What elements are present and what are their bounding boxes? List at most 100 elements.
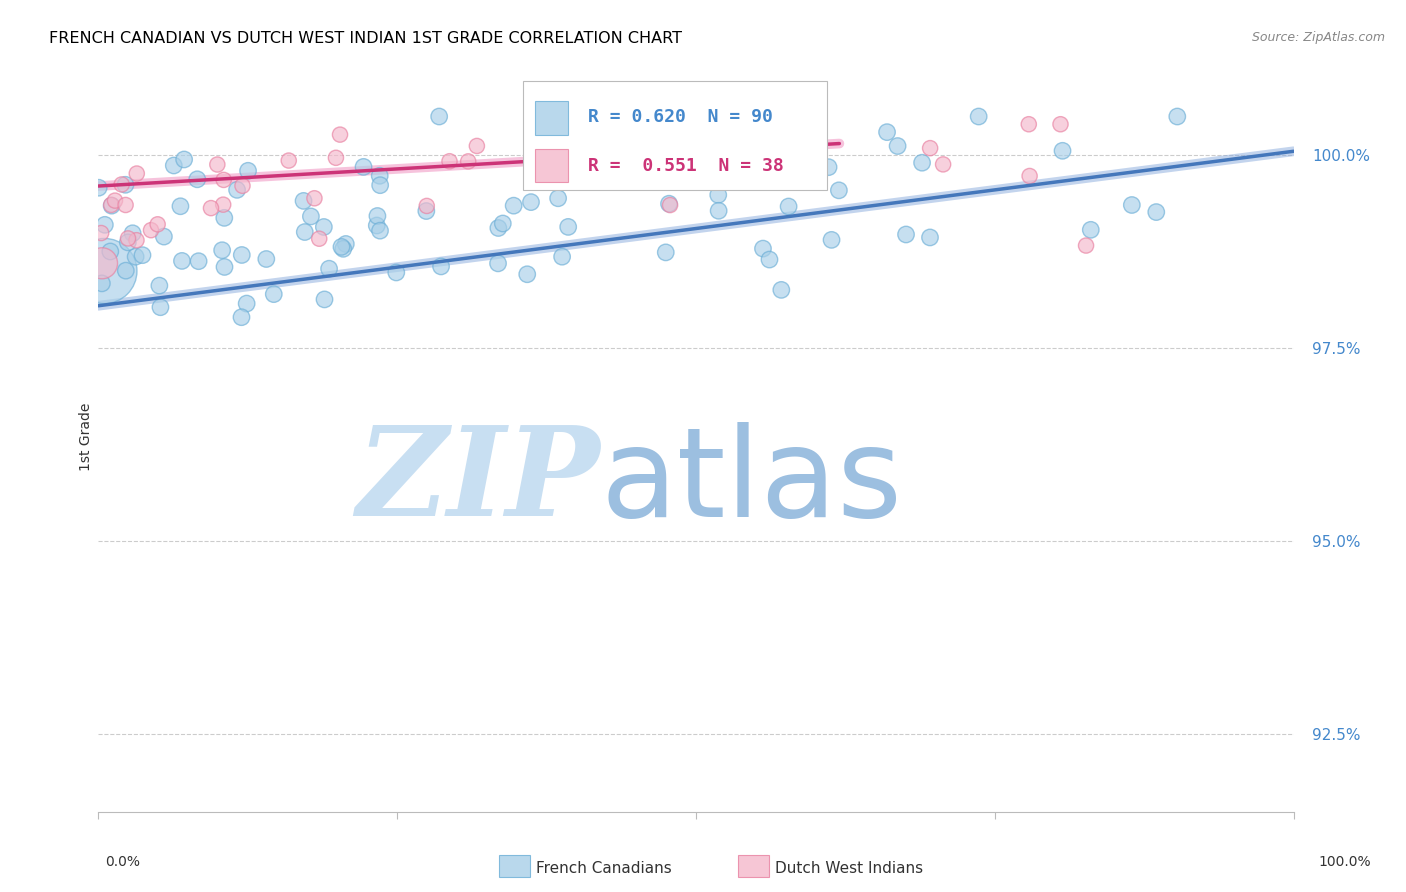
- Point: [758, 252, 780, 267]
- Point: [817, 160, 839, 174]
- Point: [439, 154, 461, 169]
- Text: ZIP: ZIP: [357, 421, 600, 543]
- Point: [299, 210, 322, 224]
- Point: [87, 180, 110, 194]
- Point: [125, 167, 148, 181]
- Point: [664, 127, 686, 141]
- Point: [149, 300, 172, 314]
- Point: [139, 223, 162, 237]
- Point: [1018, 169, 1040, 183]
- Point: [1074, 238, 1097, 252]
- Point: [90, 226, 112, 240]
- Point: [792, 137, 814, 152]
- Point: [277, 153, 299, 168]
- Point: [312, 219, 335, 234]
- Point: [226, 183, 249, 197]
- Point: [547, 191, 569, 205]
- Point: [148, 278, 170, 293]
- Point: [886, 139, 908, 153]
- Text: Dutch West Indians: Dutch West Indians: [775, 862, 922, 876]
- Point: [121, 226, 143, 240]
- Point: [591, 120, 613, 135]
- Point: [575, 110, 598, 124]
- Point: [93, 264, 115, 278]
- Point: [214, 211, 236, 225]
- Point: [163, 159, 186, 173]
- Point: [707, 188, 730, 202]
- Point: [104, 194, 127, 208]
- Point: [308, 232, 330, 246]
- Point: [430, 260, 453, 274]
- Y-axis label: 1st Grade: 1st Grade: [79, 403, 93, 471]
- Point: [876, 125, 898, 139]
- Point: [427, 110, 450, 124]
- Point: [486, 221, 509, 235]
- Point: [465, 139, 488, 153]
- Point: [932, 157, 955, 171]
- Point: [920, 141, 942, 155]
- Point: [131, 248, 153, 262]
- Point: [385, 265, 408, 279]
- Point: [457, 154, 479, 169]
- Point: [820, 233, 842, 247]
- Point: [314, 293, 336, 307]
- Point: [717, 117, 740, 131]
- Point: [231, 248, 253, 262]
- Point: [254, 252, 277, 266]
- Point: [212, 197, 235, 211]
- Point: [596, 151, 619, 165]
- Text: R = 0.620  N = 90: R = 0.620 N = 90: [589, 108, 773, 126]
- Point: [263, 287, 285, 301]
- Point: [368, 224, 391, 238]
- Point: [335, 237, 357, 252]
- Point: [516, 267, 538, 281]
- Point: [368, 169, 391, 183]
- Point: [332, 242, 354, 256]
- Point: [520, 195, 543, 210]
- Text: Source: ZipAtlas.com: Source: ZipAtlas.com: [1251, 31, 1385, 45]
- Point: [153, 229, 176, 244]
- Point: [211, 244, 233, 258]
- Point: [678, 168, 700, 182]
- Point: [520, 110, 543, 124]
- Point: [366, 209, 388, 223]
- Point: [292, 194, 315, 208]
- Point: [114, 198, 136, 212]
- Point: [690, 140, 713, 154]
- Point: [911, 155, 934, 169]
- Point: [169, 199, 191, 213]
- Point: [330, 240, 353, 254]
- Point: [353, 160, 375, 174]
- Point: [100, 198, 122, 212]
- Point: [114, 263, 136, 277]
- Point: [212, 173, 235, 187]
- Point: [778, 200, 800, 214]
- Point: [329, 128, 352, 142]
- Point: [1080, 223, 1102, 237]
- Point: [124, 250, 146, 264]
- Point: [658, 196, 681, 211]
- Point: [655, 245, 678, 260]
- Point: [416, 199, 439, 213]
- Point: [557, 219, 579, 234]
- Point: [207, 157, 229, 171]
- Point: [586, 164, 609, 178]
- Point: [368, 178, 391, 193]
- Point: [100, 199, 122, 213]
- Point: [659, 198, 682, 212]
- Point: [1144, 205, 1167, 219]
- Point: [1018, 117, 1040, 131]
- Text: R =  0.551  N = 38: R = 0.551 N = 38: [589, 157, 785, 175]
- Point: [415, 204, 437, 219]
- Point: [366, 219, 388, 233]
- Text: FRENCH CANADIAN VS DUTCH WEST INDIAN 1ST GRADE CORRELATION CHART: FRENCH CANADIAN VS DUTCH WEST INDIAN 1ST…: [49, 31, 682, 46]
- Point: [94, 218, 117, 232]
- Text: 100.0%: 100.0%: [1319, 855, 1371, 869]
- Point: [186, 172, 208, 186]
- Point: [783, 116, 806, 130]
- Point: [117, 235, 139, 250]
- Point: [114, 178, 136, 192]
- Point: [125, 233, 148, 247]
- Point: [1049, 117, 1071, 131]
- Point: [828, 183, 851, 197]
